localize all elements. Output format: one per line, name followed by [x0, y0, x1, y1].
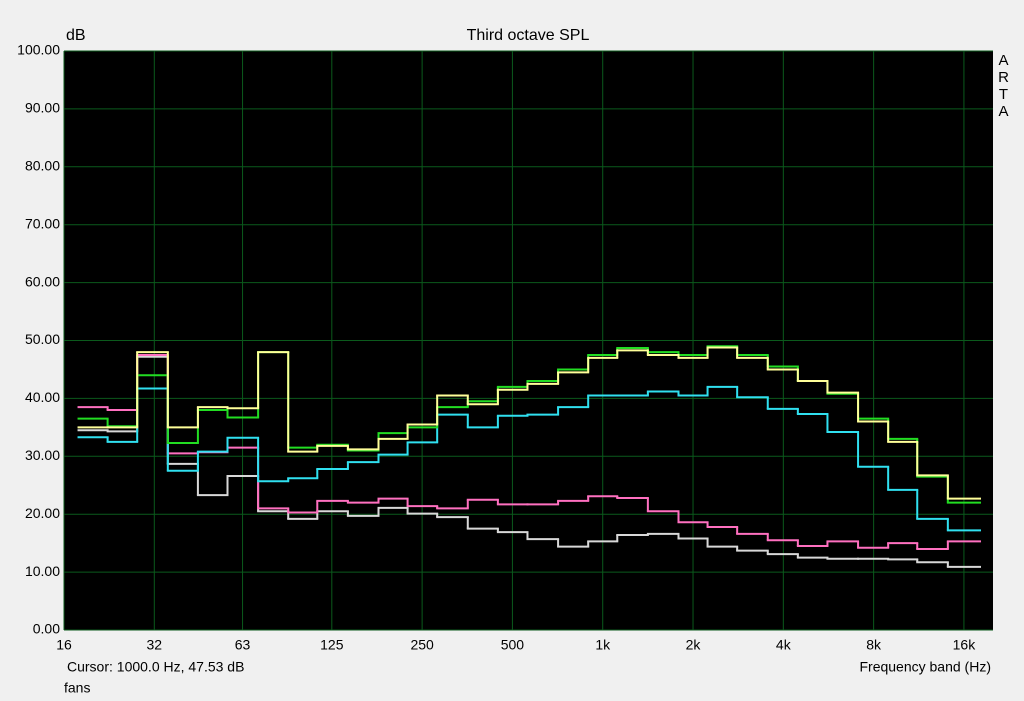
- x-tick-label: 125: [320, 637, 344, 653]
- y-tick-label: 10.00: [25, 563, 60, 579]
- y-tick-label: 60.00: [25, 273, 60, 289]
- x-tick-label: 2k: [686, 637, 702, 653]
- annotation: fans: [64, 680, 90, 696]
- x-tick-label: 500: [501, 637, 525, 653]
- y-tick-label: 100.00: [17, 42, 60, 58]
- y-tick-label: 0.00: [33, 621, 60, 637]
- x-tick-label: 1k: [595, 637, 611, 653]
- x-tick-label: 63: [235, 637, 251, 653]
- y-tick-label: 20.00: [25, 505, 60, 521]
- y-tick-label: 30.00: [25, 447, 60, 463]
- y-tick-label: 90.00: [25, 100, 60, 116]
- x-tick-label: 8k: [866, 637, 882, 653]
- y-tick-label: 40.00: [25, 389, 60, 405]
- y-tick-label: 80.00: [25, 158, 60, 174]
- cursor-readout: Cursor: 1000.0 Hz, 47.53 dB: [67, 659, 244, 675]
- y-axis-label: dB: [66, 27, 86, 44]
- chart-title: Third octave SPL: [467, 27, 590, 44]
- x-tick-label: 4k: [776, 637, 792, 653]
- x-tick-label: 16k: [953, 637, 977, 653]
- y-tick-label: 50.00: [25, 331, 60, 347]
- x-tick-label: 250: [410, 637, 434, 653]
- watermark: ARTA: [995, 52, 1012, 120]
- x-axis-label: Frequency band (Hz): [859, 659, 991, 675]
- x-tick-label: 16: [56, 637, 72, 653]
- y-tick-label: 70.00: [25, 215, 60, 231]
- x-tick-label: 32: [147, 637, 163, 653]
